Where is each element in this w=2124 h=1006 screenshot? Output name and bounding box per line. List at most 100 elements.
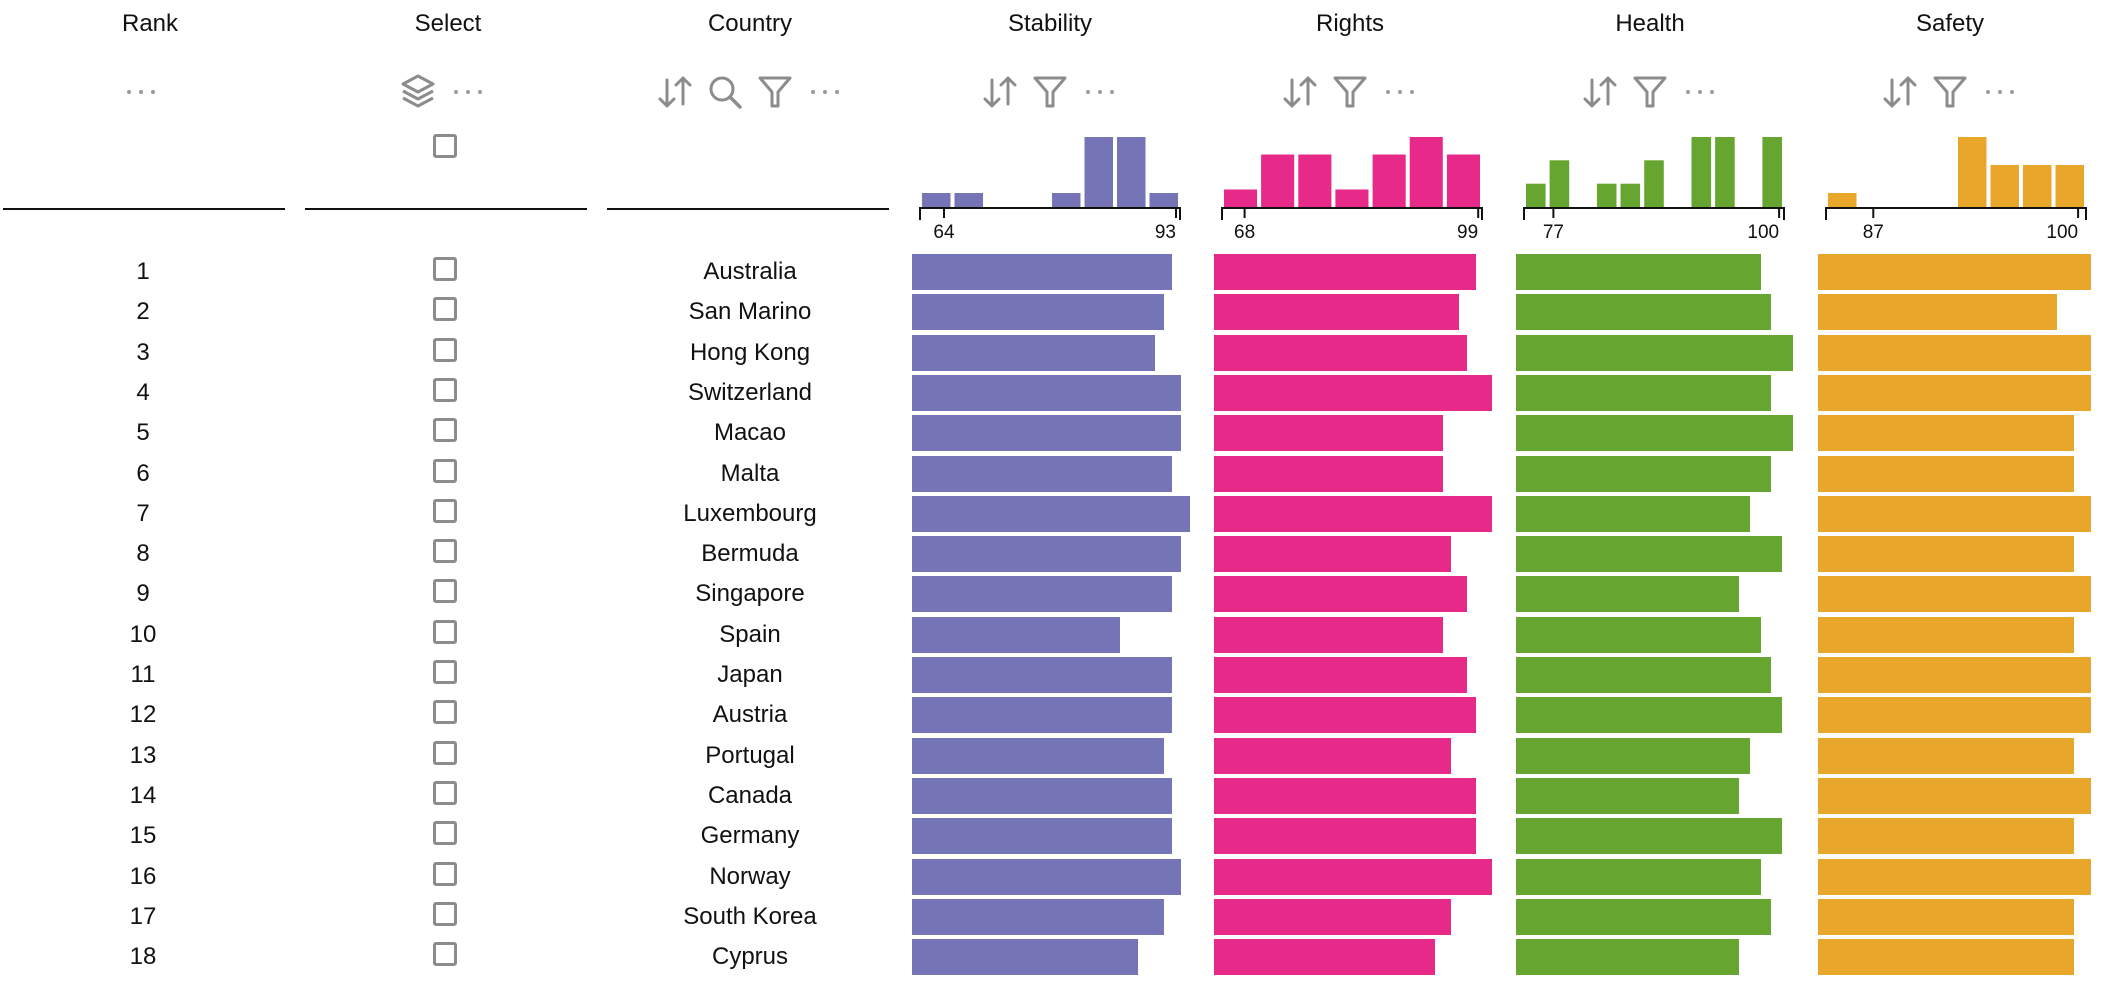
bar-rights-cyprus[interactable]	[1214, 939, 1435, 976]
bar-health-macao[interactable]	[1516, 415, 1793, 452]
bar-safety-luxembourg[interactable]	[1818, 495, 2091, 532]
bar-health-san-marino[interactable]	[1516, 294, 1771, 331]
more-icon[interactable]	[448, 72, 488, 112]
bar-stability-south-korea[interactable]	[912, 898, 1164, 935]
sort-icon[interactable]	[980, 72, 1020, 112]
bar-rights-bermuda[interactable]	[1214, 536, 1451, 573]
select-all-checkbox[interactable]	[433, 134, 457, 158]
histogram-bin[interactable]	[1409, 137, 1443, 207]
row-select-checkbox[interactable]	[433, 377, 457, 402]
rights-histogram[interactable]: 68 99	[1220, 130, 1484, 245]
row-select-checkbox[interactable]	[433, 861, 457, 886]
bar-health-portugal[interactable]	[1516, 737, 1750, 774]
histogram-bin[interactable]	[1526, 183, 1546, 207]
bar-stability-japan[interactable]	[912, 657, 1172, 693]
row-select-checkbox[interactable]	[433, 297, 457, 322]
row-select-checkbox[interactable]	[433, 337, 457, 362]
bar-stability-singapore[interactable]	[912, 576, 1172, 613]
histogram-bin[interactable]	[1762, 137, 1782, 207]
bar-rights-malta[interactable]	[1214, 455, 1443, 492]
histogram-bin[interactable]	[1828, 193, 1857, 207]
row-select-checkbox[interactable]	[433, 498, 457, 523]
bar-rights-austria[interactable]	[1214, 697, 1476, 734]
histogram-bin[interactable]	[1335, 189, 1369, 208]
bar-rights-luxembourg[interactable]	[1214, 495, 1492, 532]
bar-safety-austria[interactable]	[1818, 697, 2091, 734]
bar-health-austria[interactable]	[1516, 697, 1782, 734]
histogram-bin[interactable]	[2055, 165, 2085, 207]
more-icon[interactable]	[1080, 72, 1120, 112]
row-select-checkbox[interactable]	[433, 619, 457, 644]
bar-health-south-korea[interactable]	[1516, 898, 1771, 935]
row-select-checkbox[interactable]	[433, 257, 457, 281]
histogram-bin[interactable]	[1117, 137, 1146, 207]
histogram-bin[interactable]	[1715, 137, 1735, 207]
bar-safety-spain[interactable]	[1818, 616, 2074, 653]
bar-safety-singapore[interactable]	[1818, 576, 2091, 613]
histogram-bin[interactable]	[2023, 165, 2052, 207]
bar-safety-japan[interactable]	[1818, 657, 2091, 693]
histogram-bin[interactable]	[1691, 137, 1712, 207]
histogram-bin[interactable]	[1084, 137, 1114, 207]
column-header-safety[interactable]: Safety	[1915, 10, 1985, 37]
bar-safety-germany[interactable]	[1818, 818, 2074, 855]
histogram-bin[interactable]	[1596, 183, 1617, 207]
bar-stability-spain[interactable]	[912, 616, 1120, 653]
bar-health-malta[interactable]	[1516, 455, 1771, 492]
sort-icon[interactable]	[1880, 72, 1920, 112]
histogram-bin[interactable]	[1620, 183, 1641, 207]
bar-stability-hong-kong[interactable]	[912, 334, 1155, 371]
histogram-bin[interactable]	[1446, 154, 1480, 208]
histogram-bin[interactable]	[1261, 154, 1295, 208]
bar-stability-cyprus[interactable]	[912, 939, 1138, 976]
more-icon[interactable]	[1980, 72, 2020, 112]
bar-rights-macao[interactable]	[1214, 415, 1443, 452]
histogram-bin[interactable]	[1958, 137, 1987, 207]
row-select-checkbox[interactable]	[433, 458, 457, 483]
bar-stability-portugal[interactable]	[912, 737, 1164, 774]
histogram-bin[interactable]	[954, 193, 984, 207]
histogram-bin[interactable]	[1149, 193, 1179, 207]
bar-health-australia[interactable]	[1516, 254, 1761, 290]
histogram-bin[interactable]	[1990, 165, 2020, 207]
row-select-checkbox[interactable]	[433, 660, 457, 684]
filter-icon[interactable]	[755, 72, 795, 112]
column-header-select[interactable]: Select	[414, 10, 482, 37]
filter-icon[interactable]	[1630, 72, 1670, 112]
bar-health-japan[interactable]	[1516, 657, 1771, 693]
bar-stability-bermuda[interactable]	[912, 536, 1181, 573]
bar-stability-australia[interactable]	[912, 254, 1172, 290]
histogram-bin[interactable]	[922, 193, 951, 207]
histogram-bin[interactable]	[1549, 160, 1570, 207]
bar-stability-canada[interactable]	[912, 777, 1172, 814]
bar-rights-norway[interactable]	[1214, 858, 1492, 895]
column-header-stability[interactable]: Stability	[1007, 10, 1093, 37]
bar-safety-malta[interactable]	[1818, 455, 2074, 492]
bar-rights-hong-kong[interactable]	[1214, 334, 1467, 371]
bar-rights-japan[interactable]	[1214, 657, 1467, 693]
more-icon[interactable]	[1680, 72, 1720, 112]
bar-safety-hong-kong[interactable]	[1818, 334, 2091, 371]
filter-icon[interactable]	[1930, 72, 1970, 112]
column-header-rank[interactable]: Rank	[121, 10, 179, 37]
safety-histogram[interactable]: 87 100	[1824, 130, 2088, 245]
bar-rights-spain[interactable]	[1214, 616, 1443, 653]
row-select-checkbox[interactable]	[433, 901, 457, 926]
row-select-checkbox[interactable]	[433, 740, 457, 765]
filter-icon[interactable]	[1330, 72, 1370, 112]
health-histogram[interactable]: 77 100	[1522, 130, 1786, 245]
bar-rights-san-marino[interactable]	[1214, 294, 1459, 331]
stability-histogram[interactable]: 64 93	[918, 130, 1182, 245]
row-select-checkbox[interactable]	[433, 418, 457, 443]
bar-stability-norway[interactable]	[912, 858, 1181, 895]
bar-health-canada[interactable]	[1516, 777, 1739, 814]
bar-safety-cyprus[interactable]	[1818, 939, 2074, 976]
histogram-bin[interactable]	[1052, 193, 1081, 207]
bar-safety-south-korea[interactable]	[1818, 898, 2074, 935]
bar-rights-singapore[interactable]	[1214, 576, 1467, 613]
bar-safety-portugal[interactable]	[1818, 737, 2074, 774]
sort-icon[interactable]	[655, 72, 695, 112]
bar-health-luxembourg[interactable]	[1516, 495, 1750, 532]
bar-health-hong-kong[interactable]	[1516, 334, 1793, 371]
bar-stability-luxembourg[interactable]	[912, 495, 1190, 532]
